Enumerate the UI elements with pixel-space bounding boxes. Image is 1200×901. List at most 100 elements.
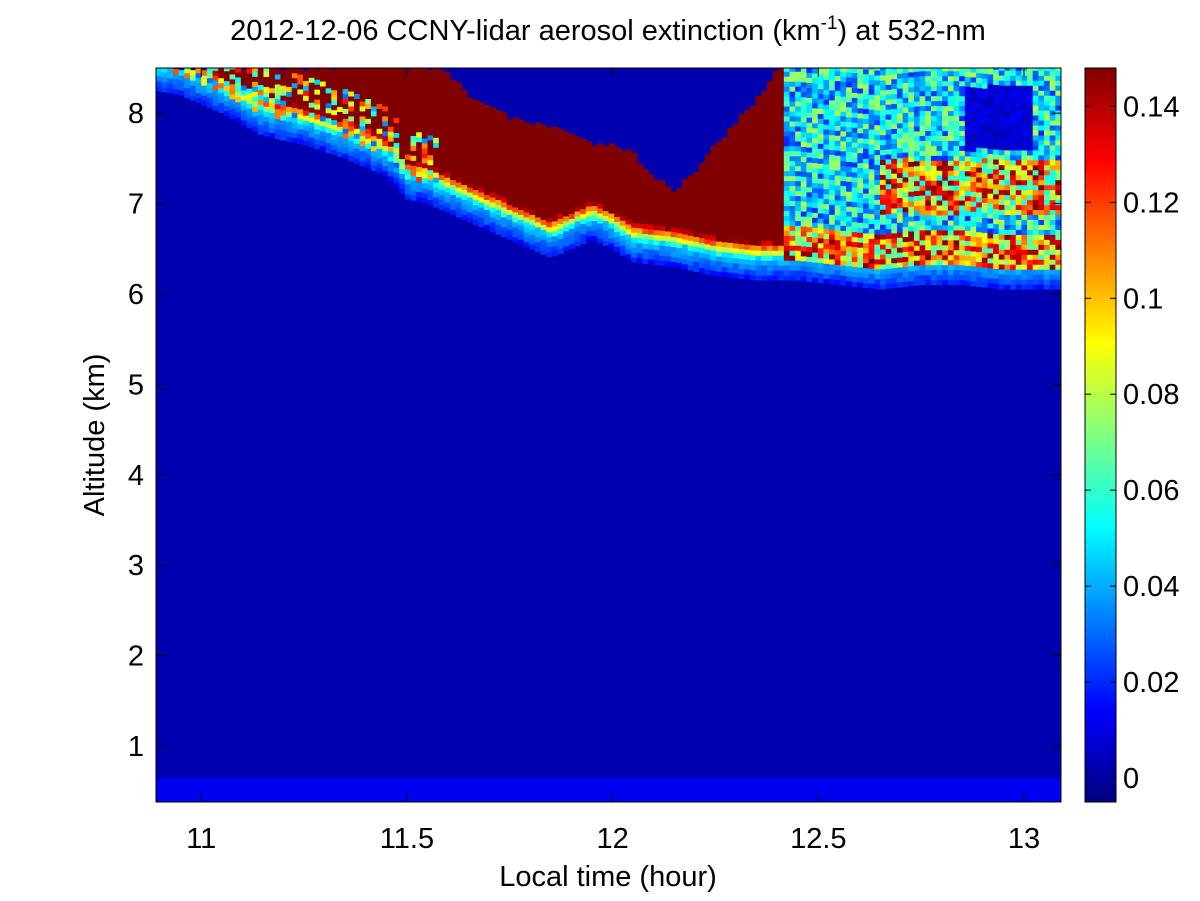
heatmap-cell [421, 122, 429, 129]
heatmap-cell [998, 134, 1006, 141]
heatmap-cell [778, 240, 785, 246]
heatmap-cell [891, 163, 898, 169]
heatmap-cell [1015, 284, 1023, 290]
heatmap-cell [727, 167, 734, 174]
heatmap-cell [337, 68, 344, 73]
heatmap-cell [919, 68, 926, 72]
heatmap-cell [981, 78, 989, 84]
heatmap-cell [444, 77, 451, 84]
heatmap-cell [857, 112, 864, 119]
heatmap-cell [1021, 259, 1028, 265]
heatmap-cell [1004, 254, 1011, 260]
heatmap-cell [286, 116, 293, 122]
heatmap-cell [925, 80, 932, 87]
heatmap-cell [976, 261, 983, 268]
heatmap-cell [880, 114, 887, 121]
heatmap-cell [597, 168, 604, 174]
heatmap-cell [1032, 110, 1039, 116]
colorbar-tick-label: 0.06 [1123, 475, 1179, 507]
heatmap-cell [840, 200, 847, 207]
heatmap-cell [947, 195, 955, 201]
heatmap-cell [913, 130, 921, 137]
heatmap-cell [269, 77, 276, 84]
heatmap-cell [998, 179, 1006, 186]
heatmap-cell [602, 175, 610, 182]
heatmap-cell [761, 96, 768, 102]
heatmap-cell [783, 125, 791, 132]
heatmap-cell [851, 68, 858, 74]
heatmap-cell [659, 215, 666, 221]
heatmap-cell [885, 233, 892, 239]
heatmap-cell [506, 164, 513, 171]
heatmap-cell [529, 139, 536, 146]
heatmap-cell [823, 69, 830, 75]
heatmap-cell [257, 74, 265, 80]
heatmap-cell [404, 114, 412, 120]
heatmap-cell [902, 137, 909, 143]
heatmap-cell [766, 175, 774, 182]
heatmap-cell [1010, 259, 1017, 265]
heatmap-cell [761, 125, 768, 132]
heatmap-cell [235, 76, 242, 83]
heatmap-cell [614, 241, 621, 247]
heatmap-cell [235, 71, 242, 78]
heatmap-cell [891, 98, 898, 105]
heatmap-cell [998, 204, 1006, 210]
heatmap-cell [817, 222, 825, 229]
heatmap-cell [557, 178, 564, 185]
heatmap-cell [772, 76, 779, 82]
heatmap-cell [993, 263, 1000, 269]
heatmap-cell [772, 115, 779, 122]
heatmap-cell [806, 191, 813, 198]
heatmap-cell [591, 220, 598, 226]
heatmap-cell [1055, 239, 1061, 245]
heatmap-cell [682, 189, 689, 195]
heatmap-cell [744, 174, 751, 181]
heatmap-cell [913, 185, 921, 192]
heatmap-cell [619, 175, 627, 181]
heatmap-cell [766, 130, 774, 137]
heatmap-cell [455, 157, 463, 163]
heatmap-cell [687, 190, 694, 196]
heatmap-cell [953, 170, 960, 176]
heatmap-cell [659, 205, 666, 211]
heatmap-cell [280, 85, 287, 91]
heatmap-cell [1004, 124, 1011, 131]
heatmap-cell [783, 180, 791, 187]
heatmap-cell [902, 261, 909, 267]
heatmap-cell [1010, 199, 1017, 206]
heatmap-cell [574, 235, 581, 242]
heatmap-cell [501, 157, 508, 163]
heatmap-cell [930, 125, 938, 131]
heatmap-cell [806, 151, 813, 158]
heatmap-cell [252, 111, 259, 117]
heatmap-cell [710, 255, 717, 261]
heatmap-cell [880, 159, 887, 166]
heatmap-cell [370, 135, 378, 142]
heatmap-cell [874, 169, 881, 175]
heatmap-cell [936, 68, 943, 72]
heatmap-cell [953, 70, 960, 77]
heatmap-cell [766, 91, 774, 97]
heatmap-cell [976, 176, 983, 183]
heatmap-cell [676, 237, 683, 244]
heatmap-cell [812, 177, 819, 184]
heatmap-cell [653, 224, 661, 231]
heatmap-cell [987, 118, 994, 125]
heatmap-cell [665, 235, 672, 242]
heatmap-cell [851, 276, 858, 282]
heatmap-cell [1038, 249, 1045, 255]
heatmap-cell [704, 223, 711, 230]
heatmap-cell [433, 137, 440, 143]
heatmap-cell [1038, 164, 1045, 171]
heatmap-cell [998, 273, 1006, 280]
heatmap-cell [1061, 65, 1067, 71]
heatmap-cell [727, 267, 734, 273]
heatmap-cell [546, 206, 553, 213]
heatmap-cell [631, 167, 638, 174]
heatmap-cell [880, 149, 887, 156]
heatmap-cell [800, 181, 808, 187]
heatmap-cell [947, 125, 955, 131]
heatmap-cell [286, 96, 293, 102]
heatmap-cell [421, 93, 429, 99]
